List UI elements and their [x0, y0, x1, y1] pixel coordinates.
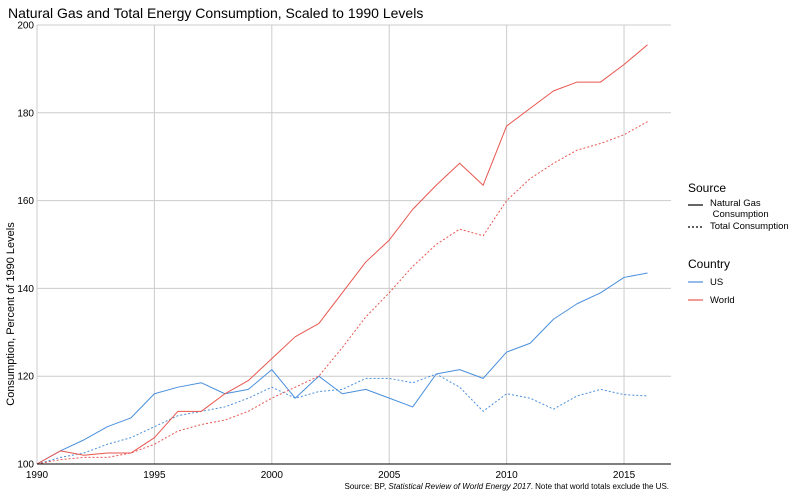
y-tick-label: 140: [17, 284, 34, 295]
y-tick-label: 120: [17, 372, 34, 383]
y-axis-ticks: 100 120 140 160 180 200: [17, 21, 34, 471]
y-tick-label: 100: [17, 460, 34, 471]
y-tick-label: 180: [17, 108, 34, 119]
series-line-world-natural-gas: [36, 44, 648, 465]
legend-title-country: Country: [688, 257, 731, 271]
series-layer: [36, 44, 648, 465]
series-line-us-natural-gas: [36, 272, 648, 465]
legend-label-natural-gas: Natural Gas Consumption: [710, 198, 769, 220]
x-axis-ticks: 1990 1995 2000 2005 2010 2015: [26, 470, 636, 481]
legend-label-world: World: [710, 295, 735, 306]
y-tick-label: 160: [17, 196, 34, 207]
x-tick-label: 2000: [261, 470, 284, 481]
source-italic: Statistical Review of World Energy 2017: [388, 482, 531, 491]
x-tick-label: 1990: [26, 470, 49, 481]
legend-label-us: US: [710, 277, 724, 288]
x-tick-label: 2010: [496, 470, 519, 481]
x-tick-label: 1995: [143, 470, 166, 481]
chart-title: Natural Gas and Total Energy Consumption…: [8, 5, 424, 21]
grid: [36, 24, 671, 465]
source-note: Source: BP, Statistical Review of World …: [345, 482, 669, 491]
y-axis-label: Consumption, Percent of 1990 Levels: [5, 222, 17, 406]
series-line-world-total: [36, 121, 648, 465]
legend-label-total: Total Consumption: [710, 221, 789, 232]
x-tick-label: 2015: [613, 470, 636, 481]
legend-title-source: Source: [688, 181, 727, 195]
source-prefix: Source: BP,: [344, 482, 389, 491]
y-tick-label: 200: [17, 21, 34, 32]
source-suffix: . Note that world totals exclude the US.: [530, 482, 669, 491]
x-tick-label: 2005: [378, 470, 401, 481]
